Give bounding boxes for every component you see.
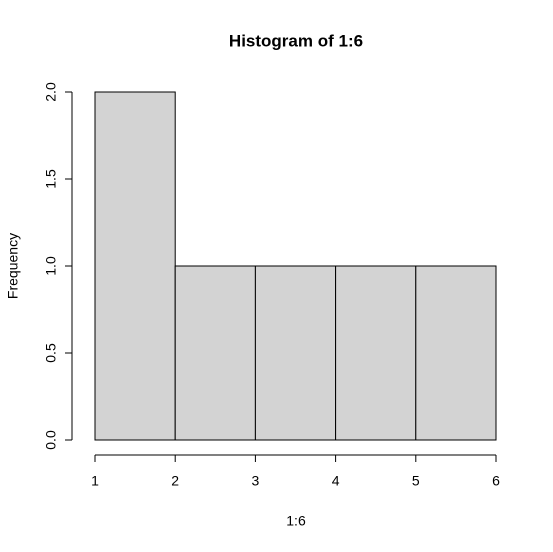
y-tick-label: 1.5 [43, 169, 59, 189]
y-axis-title: Frequency [5, 233, 21, 299]
x-axis-title: 1:6 [286, 513, 306, 529]
bar [174, 265, 256, 441]
bar [415, 265, 497, 441]
x-tick-label: 3 [252, 473, 260, 489]
x-tick-label: 2 [171, 473, 179, 489]
bar [335, 265, 417, 441]
x-tick-label: 6 [492, 473, 500, 489]
y-tick-label: 0.5 [43, 343, 59, 363]
bar [94, 91, 176, 441]
y-tick-label: 0.0 [43, 430, 59, 450]
y-tick-label: 2.0 [43, 82, 59, 102]
chart-title: Histogram of 1:6 [229, 31, 363, 50]
x-tick-label: 5 [412, 473, 420, 489]
x-tick-label: 1 [91, 473, 99, 489]
y-tick-label: 1.0 [43, 256, 59, 276]
bar [254, 265, 337, 441]
x-tick-label: 4 [332, 473, 340, 489]
